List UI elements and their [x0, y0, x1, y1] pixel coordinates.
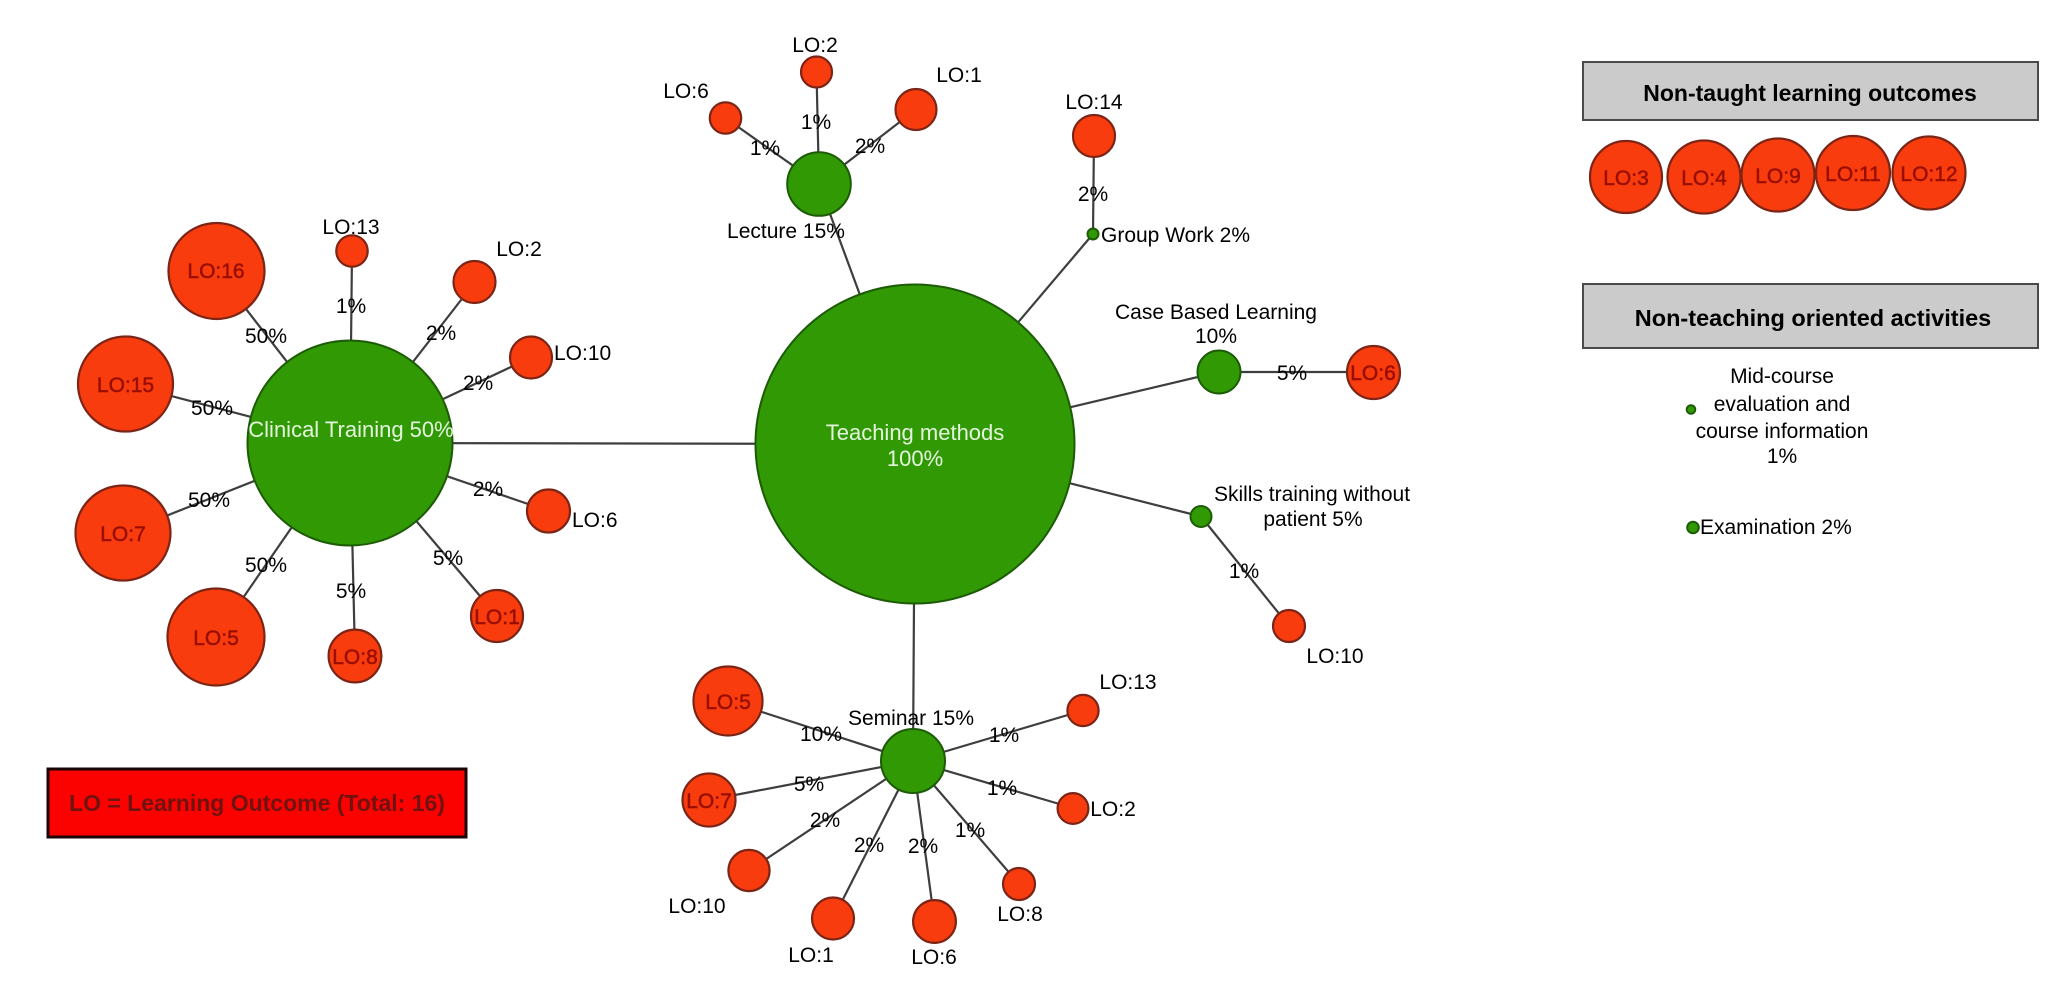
svg-text:LO:10: LO:10 [668, 895, 725, 918]
svg-text:LO:11: LO:11 [1825, 163, 1881, 186]
svg-text:LO:6: LO:6 [572, 509, 618, 532]
svg-text:Non-taught learning outcomes: Non-taught learning outcomes [1643, 80, 1977, 106]
svg-text:LO:2: LO:2 [792, 34, 838, 57]
svg-text:10%: 10% [1195, 325, 1237, 348]
svg-text:5%: 5% [336, 580, 366, 603]
svg-text:Examination 2%: Examination 2% [1700, 516, 1852, 539]
svg-text:LO:6: LO:6 [1350, 362, 1396, 385]
svg-text:LO:10: LO:10 [1306, 645, 1363, 668]
svg-text:LO:2: LO:2 [496, 238, 542, 261]
svg-text:LO:6: LO:6 [911, 946, 957, 969]
svg-text:2%: 2% [1078, 183, 1108, 206]
svg-text:LO:4: LO:4 [1681, 167, 1727, 190]
svg-text:Non-teaching oriented activiti: Non-teaching oriented activities [1635, 305, 1991, 331]
svg-text:LO:7: LO:7 [100, 523, 146, 546]
svg-text:50%: 50% [191, 397, 233, 420]
svg-text:LO:8: LO:8 [332, 646, 378, 669]
svg-text:LO = Learning Outcome (Total:: LO = Learning Outcome (Total: 16) [69, 790, 445, 816]
svg-text:50%: 50% [245, 325, 287, 348]
svg-text:LO:14: LO:14 [1065, 91, 1123, 114]
svg-text:LO:16: LO:16 [187, 260, 244, 283]
svg-text:LO:13: LO:13 [1099, 671, 1156, 694]
svg-text:100%: 100% [887, 446, 943, 471]
svg-text:Mid-course: Mid-course [1730, 365, 1834, 388]
svg-text:LO:1: LO:1 [788, 944, 834, 967]
svg-text:evaluation and: evaluation and [1714, 393, 1851, 416]
svg-text:Clinical Training 50%: Clinical Training 50% [248, 417, 453, 442]
svg-text:course information: course information [1696, 420, 1869, 443]
svg-text:LO:3: LO:3 [1603, 167, 1649, 190]
svg-text:LO:5: LO:5 [705, 691, 751, 714]
svg-text:LO:1: LO:1 [936, 64, 982, 87]
svg-text:2%: 2% [908, 835, 938, 858]
svg-text:LO:7: LO:7 [686, 790, 732, 813]
svg-text:1%: 1% [750, 137, 780, 160]
svg-text:1%: 1% [1767, 445, 1797, 468]
svg-text:Teaching methods: Teaching methods [826, 420, 1005, 445]
svg-text:2%: 2% [463, 372, 493, 395]
svg-text:1%: 1% [955, 819, 985, 842]
svg-text:LO:5: LO:5 [193, 627, 239, 650]
svg-text:2%: 2% [473, 478, 503, 501]
svg-text:1%: 1% [987, 777, 1017, 800]
svg-text:1%: 1% [801, 111, 831, 134]
svg-text:LO:1: LO:1 [474, 606, 520, 629]
svg-text:1%: 1% [1229, 560, 1259, 583]
svg-text:LO:13: LO:13 [322, 216, 379, 239]
svg-text:LO:12: LO:12 [1900, 163, 1957, 186]
svg-text:5%: 5% [433, 547, 463, 570]
svg-text:Seminar 15%: Seminar 15% [848, 707, 974, 730]
svg-text:5%: 5% [794, 773, 824, 796]
svg-text:2%: 2% [426, 322, 456, 345]
svg-text:LO:6: LO:6 [663, 80, 709, 103]
svg-text:2%: 2% [810, 809, 840, 832]
svg-text:2%: 2% [855, 135, 885, 158]
svg-text:Lecture 15%: Lecture 15% [727, 220, 845, 243]
svg-text:1%: 1% [989, 724, 1019, 747]
svg-text:50%: 50% [188, 489, 230, 512]
svg-text:2%: 2% [854, 834, 884, 857]
svg-text:patient 5%: patient 5% [1263, 508, 1362, 531]
svg-text:LO:10: LO:10 [554, 342, 611, 365]
svg-text:LO:2: LO:2 [1090, 798, 1136, 821]
svg-text:1%: 1% [336, 295, 366, 318]
svg-text:Case Based Learning: Case Based Learning [1115, 301, 1317, 324]
svg-text:LO:8: LO:8 [997, 903, 1043, 926]
svg-text:LO:15: LO:15 [97, 374, 154, 397]
svg-text:Skills training without: Skills training without [1214, 483, 1410, 506]
svg-text:LO:9: LO:9 [1755, 165, 1801, 188]
svg-text:Group Work 2%: Group Work 2% [1101, 224, 1250, 247]
svg-text:10%: 10% [800, 723, 842, 746]
svg-text:50%: 50% [245, 554, 287, 577]
svg-text:5%: 5% [1277, 362, 1307, 385]
